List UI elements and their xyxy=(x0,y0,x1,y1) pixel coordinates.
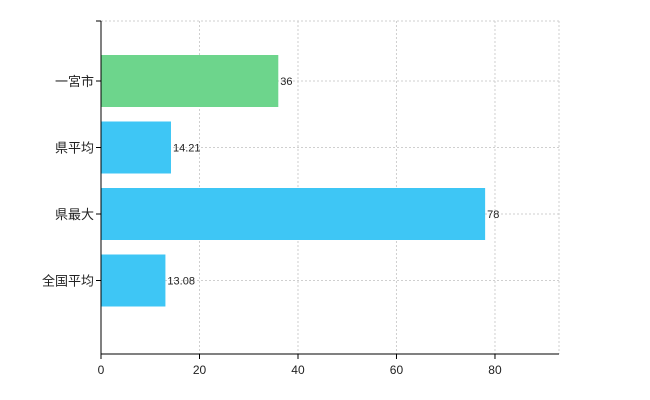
x-tick-label: 20 xyxy=(193,363,207,377)
data-label: 78 xyxy=(487,209,499,221)
category-label: 県平均 xyxy=(55,142,94,157)
x-tick-label: 80 xyxy=(488,363,502,377)
x-tick-label: 40 xyxy=(291,363,305,377)
x-tick-label: 60 xyxy=(390,363,404,377)
bar xyxy=(101,254,166,307)
bar xyxy=(101,188,486,240)
category-label: 全国平均 xyxy=(42,274,94,290)
bar xyxy=(101,121,171,174)
data-label: 13.08 xyxy=(167,276,195,288)
category-label: 県最大 xyxy=(55,208,94,223)
bars xyxy=(101,55,486,307)
category-label: 一宮市 xyxy=(55,74,94,90)
axes xyxy=(96,20,559,359)
data-label: 14.21 xyxy=(173,143,201,155)
x-tick-label: 0 xyxy=(98,363,105,377)
bar xyxy=(101,55,279,107)
data-label: 36 xyxy=(280,76,292,88)
